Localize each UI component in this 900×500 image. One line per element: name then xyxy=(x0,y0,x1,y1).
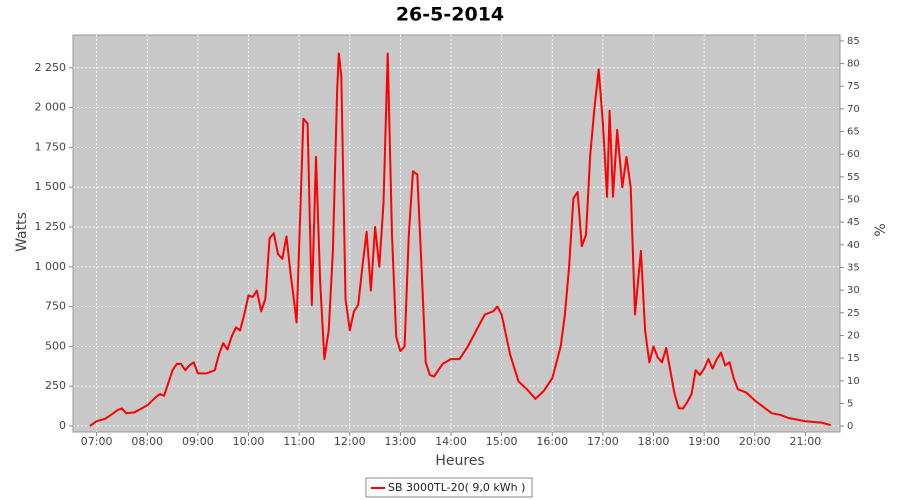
y2-tick-label: 80 xyxy=(847,59,860,70)
y-tick-label: 0 xyxy=(59,419,66,432)
y2-tick-label: 60 xyxy=(847,149,860,160)
y2-tick-label: 85 xyxy=(847,36,860,47)
y2-tick-label: 25 xyxy=(847,308,860,319)
y2-tick-label: 55 xyxy=(847,172,860,183)
y-tick-label: 250 xyxy=(45,379,66,392)
line xyxy=(89,52,831,427)
x-axis-label: Heures xyxy=(435,453,484,469)
y-tick-label: 750 xyxy=(45,300,66,313)
y2-tick-label: 65 xyxy=(847,127,860,138)
x-tick-label: 18:00 xyxy=(638,435,670,448)
chart-title: 26-5-2014 xyxy=(396,4,504,26)
y2-tick-label: 50 xyxy=(847,195,860,206)
y2-tick-label: 35 xyxy=(847,262,860,273)
y2-tick-label: 45 xyxy=(847,217,860,228)
x-tick-label: 19:00 xyxy=(688,435,720,448)
x-tick-label: 11:00 xyxy=(283,435,315,448)
y-tick-label: 1 250 xyxy=(35,220,67,233)
y-tick-label: 1 000 xyxy=(35,260,67,273)
y-tick-label: 1 500 xyxy=(35,180,67,193)
x-tick-label: 14:00 xyxy=(435,435,467,448)
x-tick-label: 16:00 xyxy=(536,435,568,448)
x-tick-label: 15:00 xyxy=(486,435,518,448)
x-tick-label: 13:00 xyxy=(385,435,417,448)
y-tick-label: 2 250 xyxy=(35,61,67,74)
y2-tick-label: 10 xyxy=(847,376,860,387)
y2-tick-label: 75 xyxy=(847,81,860,92)
x-tick-label: 17:00 xyxy=(587,435,619,448)
y2-tick-label: 40 xyxy=(847,240,860,251)
y2-tick-label: 5 xyxy=(847,398,853,409)
y-tick-label: 2 000 xyxy=(35,101,67,114)
x-tick-label: 21:00 xyxy=(790,435,822,448)
x-tick-label: 20:00 xyxy=(739,435,771,448)
x-tick-label: 07:00 xyxy=(81,435,113,448)
y2-tick-label: 15 xyxy=(847,353,860,364)
legend-box xyxy=(365,477,533,498)
y-tick-label: 500 xyxy=(45,339,66,352)
x-tick-label: 09:00 xyxy=(182,435,214,448)
y2-tick-label: 70 xyxy=(847,104,860,115)
y2-tick-label: 30 xyxy=(847,285,860,296)
legend-label: SB 3000TL-20( 9,0 kWh ) xyxy=(388,481,525,494)
plot-area xyxy=(72,34,841,433)
x-tick-label: 12:00 xyxy=(334,435,366,448)
y2-tick-label: 20 xyxy=(847,330,860,341)
x-tick-label: 10:00 xyxy=(233,435,265,448)
y2-axis-label: % xyxy=(873,223,889,236)
x-tick-label: 08:00 xyxy=(131,435,163,448)
y-tick-label: 1 750 xyxy=(35,140,67,153)
y-axis-label: Watts xyxy=(14,212,30,252)
y2-tick-label: 0 xyxy=(847,421,853,432)
